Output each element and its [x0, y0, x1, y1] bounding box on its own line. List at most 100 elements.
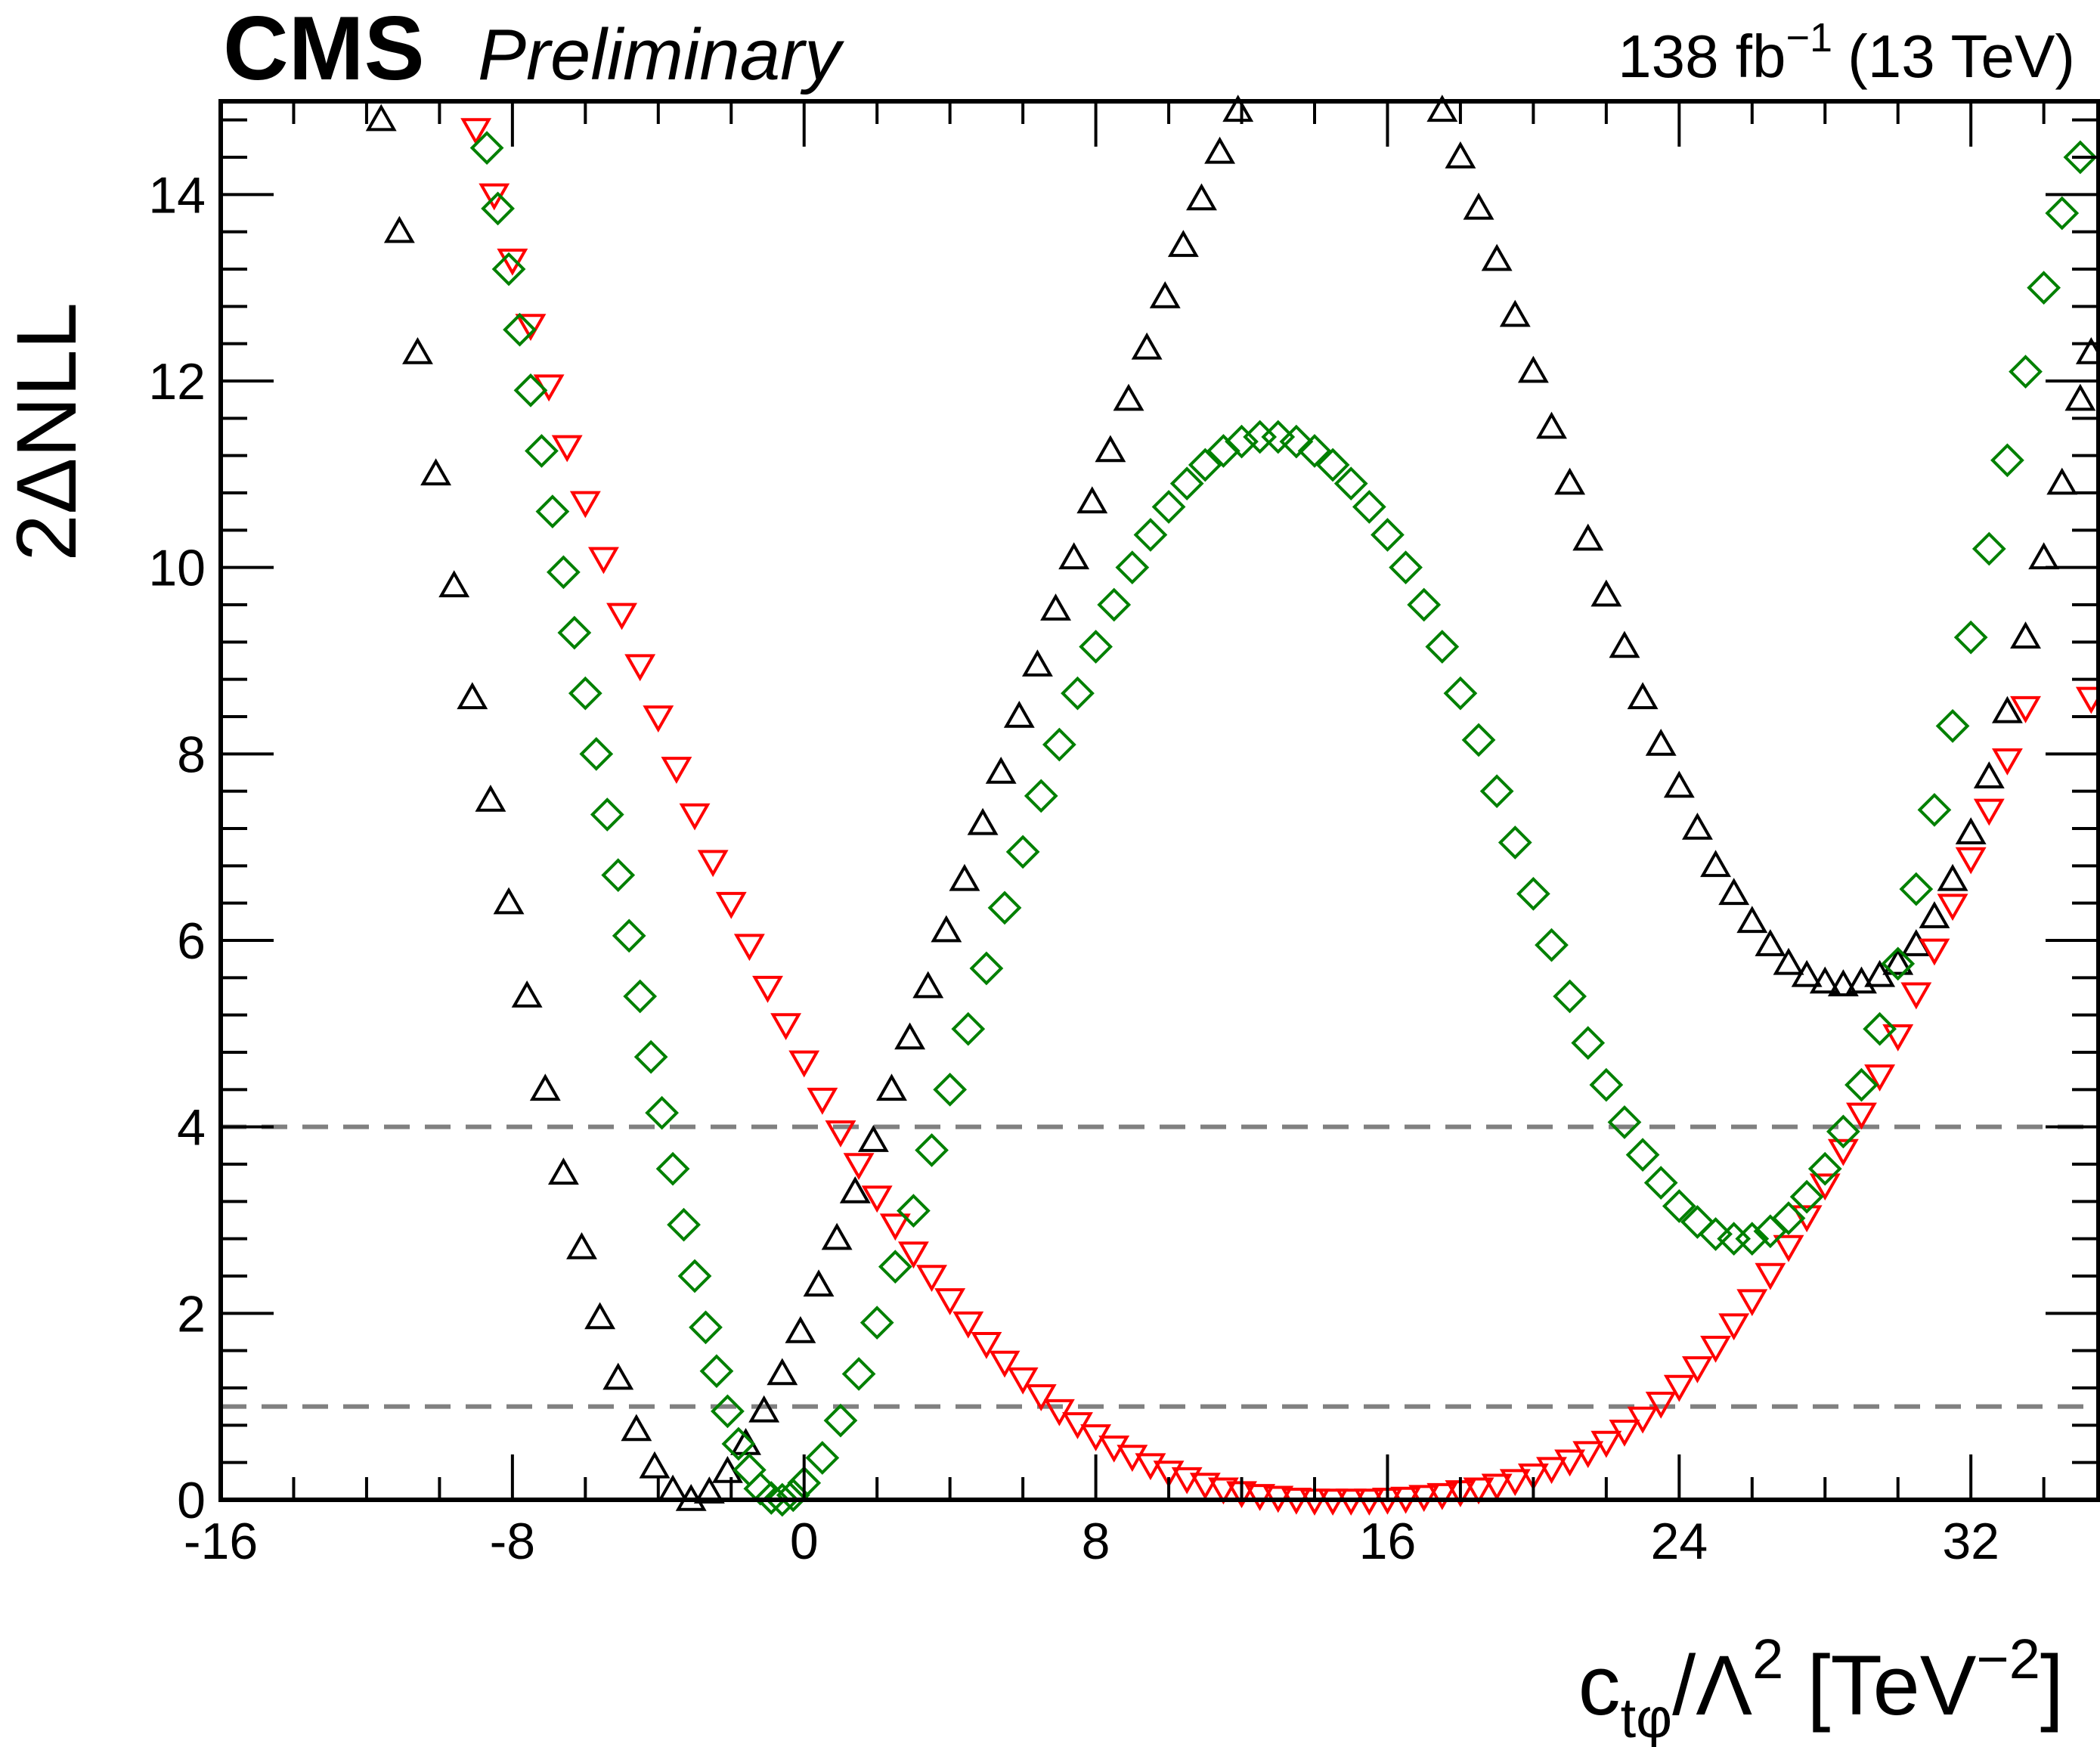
data-point [602, 1362, 634, 1390]
data-point [1971, 531, 2006, 566]
series-black [365, 94, 2100, 1511]
data-point [1003, 700, 1035, 728]
data-point [860, 1306, 894, 1340]
data-point [383, 215, 415, 243]
data-point [588, 547, 619, 575]
data-point [679, 803, 711, 831]
data-point [1882, 1024, 1914, 1052]
y-tick-label: 6 [177, 912, 206, 970]
plot-frame [218, 99, 2100, 1502]
x-tick-label: 16 [1359, 1513, 1417, 1570]
data-point [733, 934, 765, 962]
data-point [841, 1357, 876, 1391]
data-point [1881, 946, 1916, 981]
data-point [1461, 723, 1496, 757]
data-point [1663, 1374, 1695, 1402]
data-point [1171, 1467, 1203, 1495]
data-point [1222, 94, 1254, 122]
data-point [1864, 1064, 1896, 1092]
data-point [1571, 1026, 1606, 1061]
data-point [513, 373, 548, 407]
x-axis-title: ctφ/Λ2 [TeV−2] [1578, 1628, 2064, 1747]
data-point [1973, 761, 2005, 788]
data-point [1443, 676, 1478, 711]
data-point [897, 1194, 931, 1228]
data-point [612, 918, 646, 953]
data-point [1043, 1399, 1075, 1426]
data-point [1463, 192, 1494, 220]
data-point [657, 1474, 689, 1502]
data-point [1131, 332, 1163, 360]
data-point [2045, 196, 2080, 231]
data-point [1389, 550, 1423, 585]
data-point [1590, 579, 1622, 607]
data-point [967, 807, 999, 835]
data-point [515, 314, 547, 342]
data-point [2010, 621, 2041, 649]
data-point [1040, 593, 1071, 621]
data-point [1076, 486, 1108, 514]
data-point [989, 1350, 1021, 1378]
data-point [1663, 770, 1695, 798]
series-red [460, 118, 2100, 1516]
data-point [1189, 1473, 1221, 1501]
data-point [420, 458, 452, 486]
data-point [569, 491, 601, 519]
data-point [1791, 959, 1823, 987]
data-point [1955, 817, 1987, 844]
data-point [475, 784, 506, 812]
axis-ticks [219, 101, 2098, 1501]
data-point [1536, 1457, 1567, 1485]
data-point [621, 1414, 652, 1442]
data-point [933, 1072, 968, 1107]
data-point [1463, 1477, 1494, 1505]
data-point [1005, 835, 1040, 869]
data-point [677, 1259, 712, 1293]
data-point [1225, 424, 1259, 459]
data-point [655, 1151, 690, 1186]
data-point [2064, 383, 2096, 411]
y-axis-title: 2ΔNLL [0, 302, 94, 562]
data-point [1572, 1441, 1604, 1469]
data-point [931, 915, 962, 943]
data-point [1315, 448, 1350, 482]
data-point [1973, 798, 2005, 826]
x-title-close: ] [2040, 1638, 2064, 1733]
data-point [949, 863, 980, 891]
data-point [752, 975, 783, 1003]
lumi-exponent: −1 [1786, 15, 1833, 60]
data-point [1244, 1484, 1276, 1511]
data-point [897, 1241, 929, 1269]
data-point [788, 1050, 820, 1078]
data-point [511, 980, 543, 1008]
data-point [1024, 779, 1058, 813]
data-point [497, 248, 528, 276]
data-point [623, 979, 658, 1014]
x-title-sub: tφ [1621, 1687, 1673, 1747]
data-point [1517, 1463, 1549, 1491]
data-point [1609, 1419, 1640, 1447]
data-point [1188, 448, 1222, 482]
data-point [879, 1213, 911, 1241]
data-point [365, 104, 397, 132]
data-point [843, 1153, 875, 1181]
data-point [1535, 928, 1569, 962]
data-point [1149, 280, 1181, 308]
data-point [1900, 982, 1932, 1010]
data-point [1499, 299, 1531, 327]
data-point [402, 336, 433, 364]
threshold-lines [221, 1124, 2098, 1409]
data-point [1807, 1151, 1842, 1186]
data-point [1479, 774, 1514, 809]
x-title-sq: 2 [1752, 1628, 1783, 1690]
x-title-c: c [1578, 1638, 1621, 1733]
data-point [493, 887, 525, 915]
data-point [803, 1269, 835, 1297]
experiment-label: CMS [223, 0, 425, 99]
data-point [1553, 979, 1587, 1014]
status-label: Preliminary [478, 14, 844, 95]
data-point [1167, 230, 1199, 257]
x-tick-label: 24 [1651, 1513, 1708, 1570]
data-point [1609, 630, 1640, 658]
data-point [1681, 1356, 1713, 1383]
